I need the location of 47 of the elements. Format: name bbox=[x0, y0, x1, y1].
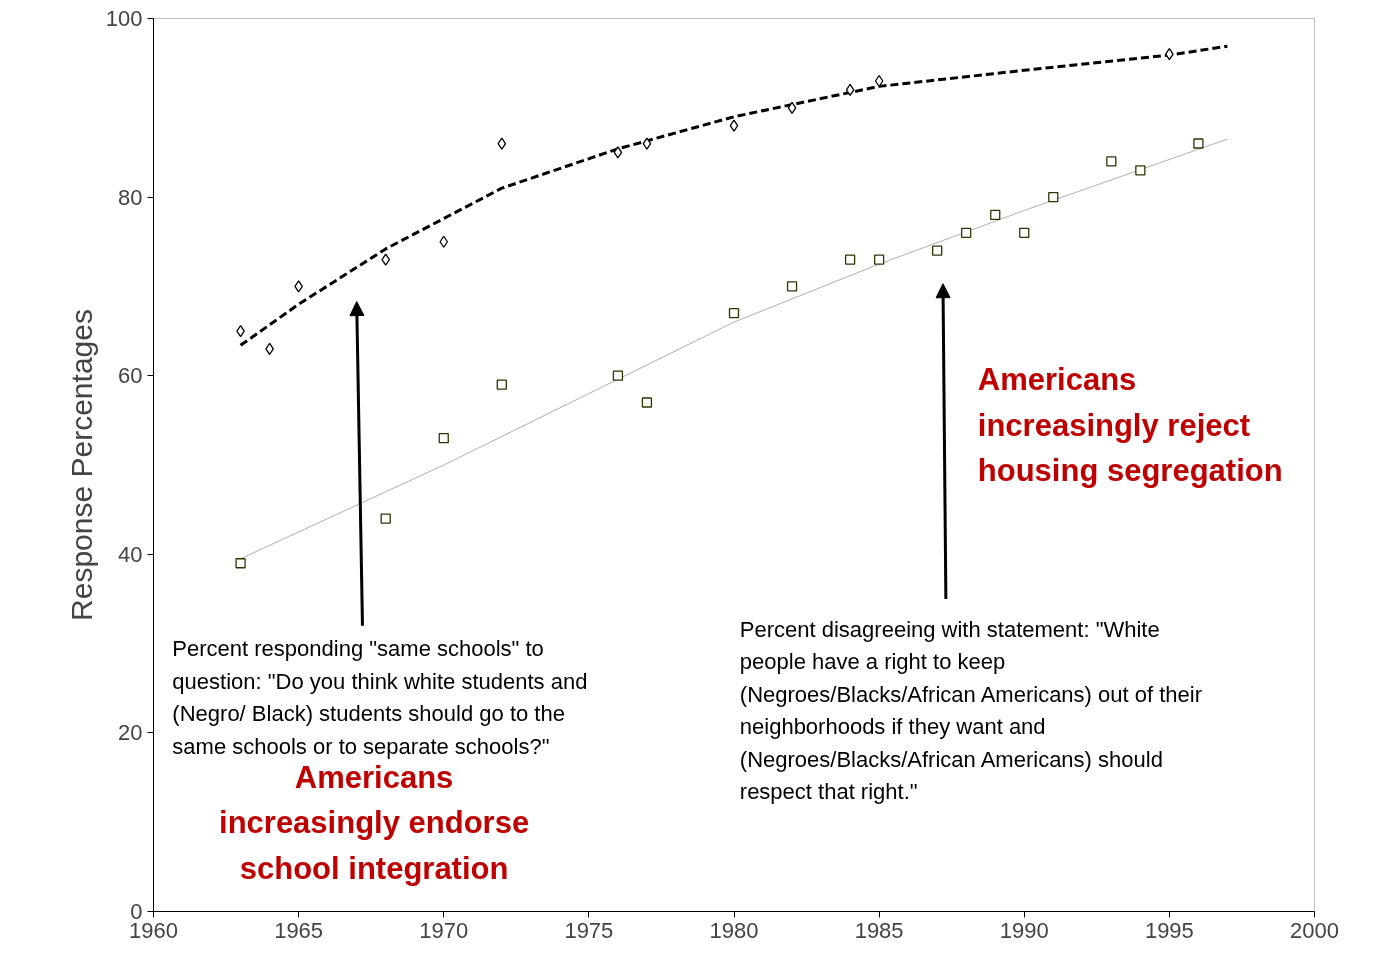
point bbox=[1193, 138, 1204, 149]
y-axis-title: Response Percentages bbox=[64, 309, 98, 621]
point bbox=[381, 253, 391, 266]
point bbox=[613, 146, 623, 159]
annotation: Americans increasingly reject housing segregation bbox=[977, 362, 1283, 489]
annotation: Americans increasingly endorse school integration bbox=[219, 759, 530, 886]
x-tick-label: 1980 bbox=[709, 917, 759, 943]
x-tick-label: 2000 bbox=[1290, 917, 1339, 943]
y-tick-label: 80 bbox=[118, 184, 143, 210]
point bbox=[873, 254, 885, 265]
point bbox=[844, 254, 856, 265]
point bbox=[439, 235, 449, 248]
point bbox=[1135, 165, 1146, 176]
point bbox=[641, 397, 653, 408]
x-tick-label: 1990 bbox=[999, 917, 1049, 943]
point bbox=[874, 74, 884, 88]
point bbox=[1019, 227, 1030, 238]
y-tick-label: 0 bbox=[130, 899, 143, 924]
point bbox=[787, 101, 797, 114]
point bbox=[496, 379, 507, 390]
point bbox=[932, 245, 943, 256]
x-tick-label: 1970 bbox=[419, 917, 469, 943]
y-tick-label: 100 bbox=[105, 6, 143, 31]
point bbox=[961, 227, 972, 238]
x-tick-label: 1965 bbox=[274, 917, 324, 943]
point bbox=[1048, 191, 1059, 203]
point bbox=[380, 513, 391, 524]
annotation: Percent disagreeing with statement: "White people have a right to keep (Negroes/Blacks/African Americans) out of their neighborhoods if they want and (Negroes/Blacks/African Americans) should respect that right." bbox=[739, 616, 1202, 805]
point bbox=[612, 370, 624, 381]
point bbox=[786, 281, 798, 292]
x-tick-label: 1975 bbox=[564, 917, 614, 943]
x-tick-label: 1985 bbox=[854, 917, 904, 943]
x-tick-label: 1995 bbox=[1144, 917, 1194, 943]
point bbox=[1106, 156, 1117, 167]
y-tick-label: 40 bbox=[118, 541, 143, 567]
point bbox=[729, 119, 739, 132]
point bbox=[235, 558, 246, 569]
point bbox=[990, 209, 1001, 221]
point bbox=[438, 433, 449, 444]
y-tick-label: 20 bbox=[118, 720, 143, 746]
line-series bbox=[239, 44, 1229, 347]
point bbox=[642, 137, 652, 150]
annotation: Percent responding "same schools" to question: "Do you think white students and (Negro/ Black) students should go to the same schools or to separate schools?" bbox=[172, 636, 588, 759]
point bbox=[497, 137, 507, 150]
y-tick-label: 60 bbox=[118, 363, 143, 389]
point bbox=[845, 83, 855, 97]
point bbox=[728, 308, 740, 319]
